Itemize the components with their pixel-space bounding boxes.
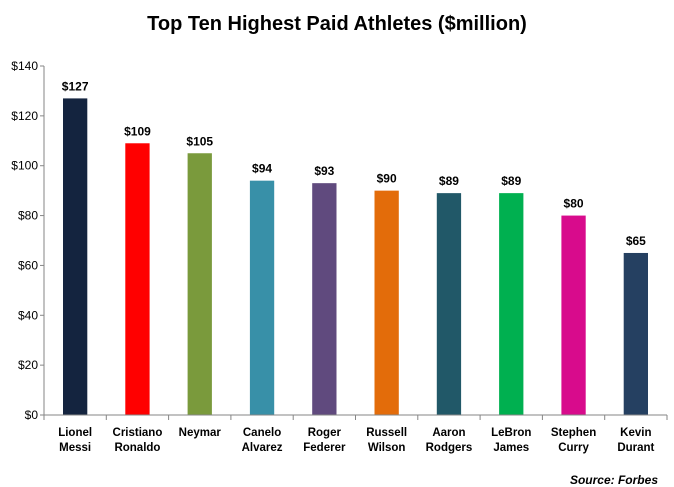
x-tick-label: Canelo Alvarez [242,427,283,454]
data-label: $89 [501,174,521,188]
x-tick-label: Kevin Durant [617,427,654,454]
x-tick-label: Aaron Rodgers [426,427,473,454]
data-label: $127 [62,79,89,93]
bar [312,183,337,415]
x-tick-label: Neymar [179,427,222,439]
bar [63,98,88,416]
y-tick-label: $60 [18,258,38,272]
source-note: Source: Forbes [570,473,658,487]
y-tick-label: $20 [18,358,38,372]
data-label: $109 [124,124,151,138]
data-label: $105 [186,134,213,148]
data-label: $89 [439,174,459,188]
bar [125,143,150,415]
y-tick-label: $40 [18,308,38,322]
chart-title: Top Ten Highest Paid Athletes ($million) [147,13,527,35]
x-tick-label: Lionel Messi [58,427,92,454]
bar [561,215,586,415]
y-tick-label: $120 [11,109,38,123]
x-tick-label: Stephen Curry [551,427,596,454]
data-label: $93 [314,164,334,178]
y-tick-label: $0 [25,408,39,422]
bar [623,252,648,415]
x-tick-label: Roger Federer [303,427,346,454]
x-tick-label: Russell Wilson [366,427,407,454]
data-label: $80 [564,197,584,211]
x-axis: Lionel Messi Cristiano Ronaldo Neymar Canelo A… [43,414,668,454]
data-label: $94 [252,162,272,176]
bar [374,190,399,415]
bar [499,193,524,415]
y-tick-label: $100 [11,159,38,173]
data-labels: $127 $109 $105 $94 $93 $90 $89 $89 $80 $65 [62,79,646,248]
y-tick-label: $140 [11,59,38,73]
data-label: $90 [377,172,397,186]
x-tick-label: Cristiano Ronaldo [113,427,163,454]
x-tick-label: LeBron James [491,427,531,454]
bar [187,153,212,415]
data-label: $65 [626,234,646,248]
bars [63,98,648,416]
bar [436,193,462,415]
y-axis: $0 $20 $40 $60 $80 $100 $120 $140 [11,59,45,422]
bar [249,180,275,415]
y-tick-label: $80 [18,209,38,223]
